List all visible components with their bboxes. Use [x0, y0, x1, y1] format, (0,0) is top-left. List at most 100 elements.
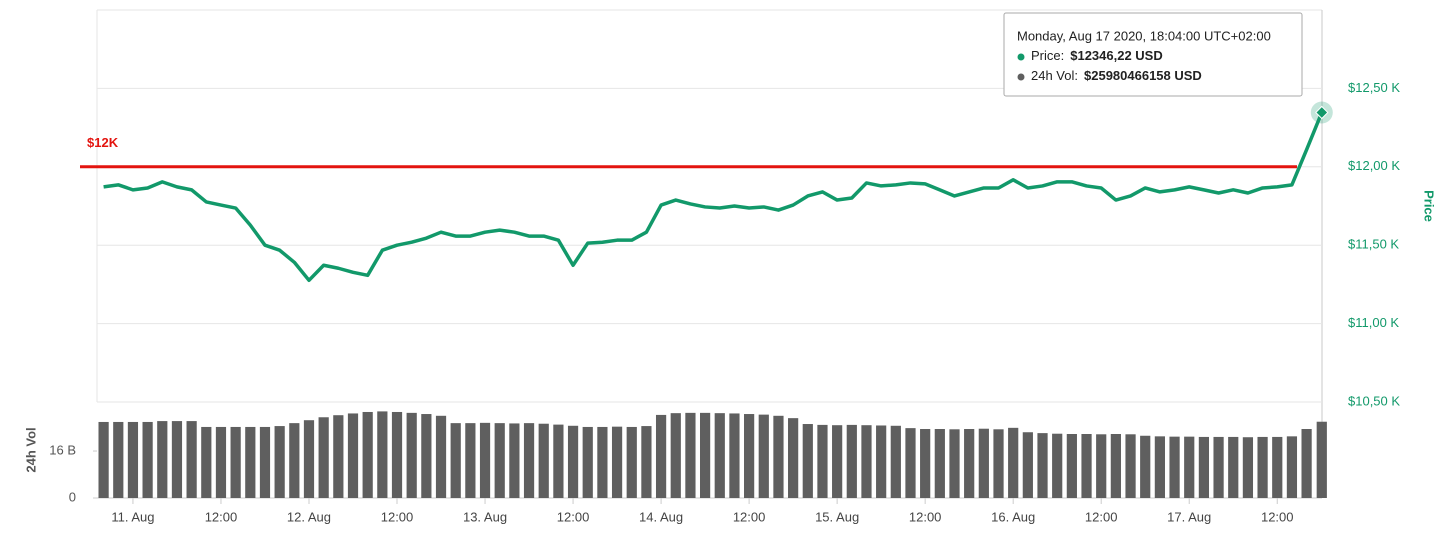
volume-bar — [773, 415, 784, 498]
volume-bar — [993, 429, 1004, 498]
volume-bar — [788, 418, 799, 498]
volume-bar — [1066, 434, 1077, 498]
volume-bar — [1213, 436, 1224, 498]
volume-bar — [1242, 437, 1254, 498]
volume-bar — [406, 412, 417, 498]
volume-bar — [1316, 421, 1327, 498]
volume-bar — [905, 428, 916, 498]
hover-marker — [1315, 105, 1329, 120]
volume-bar — [861, 425, 872, 498]
volume-bar — [876, 425, 887, 498]
volume-bar — [846, 424, 857, 498]
volume-bar — [450, 423, 461, 498]
x-tick-label: 12:00 — [733, 509, 766, 524]
volume-bar — [597, 426, 608, 498]
volume-bar — [1140, 435, 1151, 498]
y-tick-label: $10,50 K — [1348, 393, 1400, 408]
tooltip: Monday, Aug 17 2020, 18:04:00 UTC+02:00 P… — [1003, 12, 1303, 97]
x-tick-label: 12:00 — [909, 509, 942, 524]
volume-bar — [1008, 427, 1019, 498]
volume-bar — [1286, 436, 1298, 498]
volume-bar — [729, 413, 740, 498]
volume-bar — [1301, 429, 1312, 498]
price-line — [103, 111, 1324, 283]
volume-bar — [714, 413, 725, 498]
volume-bar — [802, 424, 813, 498]
y2-axis-title: 24h Vol — [23, 427, 38, 472]
x-tick-label: 11. Aug — [111, 509, 154, 524]
volume-bar — [758, 414, 769, 498]
volume-bar — [245, 426, 256, 498]
tooltip-value: $12346,22 USD — [1070, 48, 1163, 63]
volume-bar — [670, 413, 681, 498]
volume-bar — [1081, 434, 1092, 498]
x-tick-label: 13. Aug — [463, 509, 507, 524]
y2-tick-label: 0 — [69, 489, 76, 504]
volume-bar — [171, 421, 183, 498]
volume-bar — [964, 429, 975, 498]
volume-bar — [1110, 434, 1121, 498]
volume-bar — [655, 414, 667, 498]
volume-bar — [465, 423, 476, 498]
volume-bar — [421, 414, 432, 498]
tooltip-label: Price: — [1031, 48, 1064, 63]
volume-bar — [699, 412, 711, 498]
volume-bar — [553, 424, 564, 498]
volume-bar — [1154, 436, 1165, 498]
tooltip-box — [1003, 12, 1303, 97]
x-tick-label: 12:00 — [557, 509, 590, 524]
x-tick-label: 12:00 — [205, 509, 238, 524]
volume-bar — [186, 421, 197, 498]
volume-bar — [479, 422, 491, 498]
x-tick-label: 12:00 — [381, 509, 414, 524]
y-tick-label: $11,50 K — [1348, 237, 1399, 252]
volume-bar — [391, 411, 403, 498]
volume-bar — [303, 420, 315, 498]
threshold-label: $12K — [87, 135, 119, 150]
x-tick-label: 14. Aug — [639, 509, 683, 524]
volume-bar — [538, 423, 549, 498]
volume-bar — [934, 429, 945, 498]
volume-bar — [274, 426, 285, 498]
volume-bar — [347, 413, 359, 498]
x-tick-label: 12:00 — [1261, 509, 1294, 524]
volume-bar — [567, 425, 579, 498]
tooltip-label: 24h Vol: — [1031, 68, 1078, 83]
volume-bar — [157, 421, 168, 498]
volume-bar — [1125, 434, 1136, 498]
y-tick-label: $11,00 K — [1348, 315, 1399, 330]
volume-bar — [1198, 436, 1210, 498]
volume-bar — [949, 429, 960, 498]
volume-bar — [362, 411, 373, 498]
volume-bar — [582, 426, 593, 498]
volume-bar — [289, 423, 300, 498]
tooltip-title: Monday, Aug 17 2020, 18:04:00 UTC+02:00 — [1017, 28, 1271, 43]
volume-bar — [1184, 436, 1195, 498]
volume-bar — [817, 424, 828, 498]
x-tick-label: 12:00 — [1085, 509, 1118, 524]
y-axis-title: Price — [1422, 190, 1437, 222]
volume-bar — [142, 421, 153, 498]
tooltip-row: Price: $12346,22 USD — [1031, 48, 1163, 63]
volume-bar — [201, 426, 212, 498]
volume-bar — [1052, 433, 1063, 498]
volume-bar — [685, 412, 696, 498]
volume-bar — [1228, 436, 1239, 498]
volume-bar — [641, 426, 652, 498]
tooltip-row: 24h Vol: $25980466158 USD — [1031, 68, 1202, 83]
volume-bar — [920, 429, 931, 498]
volume-bar — [1272, 436, 1283, 498]
volume-bar — [113, 421, 124, 498]
volume-bar — [890, 425, 901, 498]
volume-bar — [377, 411, 388, 498]
volume-bar — [744, 414, 755, 498]
x-tick-label: 12. Aug — [287, 509, 331, 524]
volume-bar — [230, 426, 241, 498]
tooltip-dot — [1017, 53, 1025, 61]
volume-bar — [1022, 432, 1033, 498]
volume-bar — [318, 417, 329, 498]
tooltip-dot — [1017, 73, 1025, 81]
volume-bar — [333, 415, 344, 498]
